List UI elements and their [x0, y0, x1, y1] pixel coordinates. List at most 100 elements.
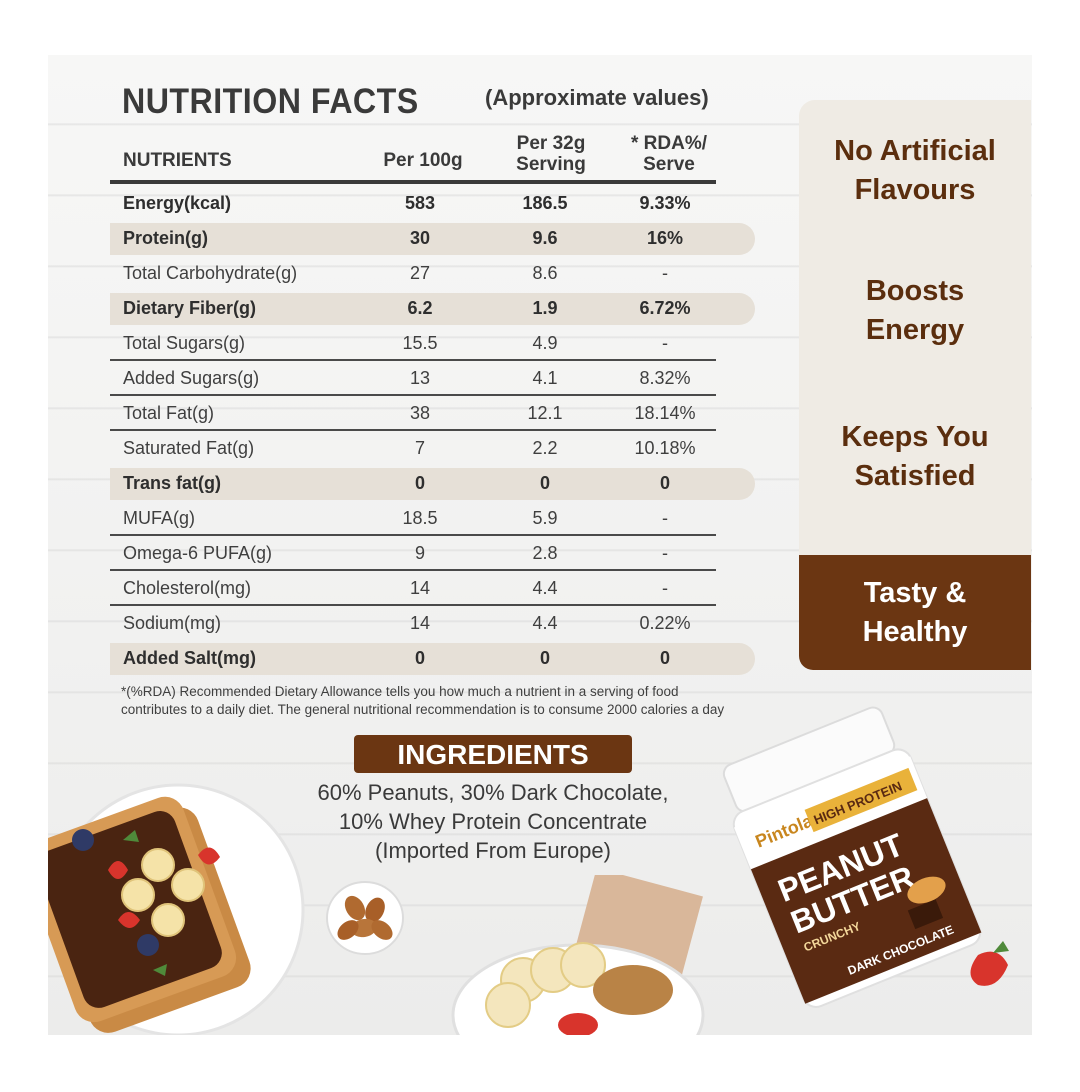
header-rule	[110, 180, 716, 184]
table-row: Added Sugars(g) 13 4.1 8.32%	[110, 360, 760, 396]
strawberry-leaf	[993, 941, 1009, 953]
blueberry	[72, 829, 94, 851]
row-name: Sodium(mg)	[123, 613, 222, 633]
table-row: Cholesterol(mg) 14 4.4 -	[110, 570, 760, 606]
row-name: Omega-6 PUFA(g)	[123, 543, 273, 563]
row-per100: 14	[409, 613, 431, 633]
row-serving: 4.1	[532, 368, 558, 388]
row-serving: 2.8	[532, 543, 558, 563]
table-row: Dietary Fiber(g) 6.2 1.9 6.72%	[110, 290, 760, 325]
almond	[337, 920, 359, 940]
row-rda: 18.14%	[634, 403, 696, 423]
row-per100: 0	[414, 648, 425, 668]
banana-slice	[151, 903, 185, 937]
row-serving: 12.1	[527, 403, 563, 423]
ingredients-list: 60% Peanuts, 30% Dark Chocolate, 10% Whe…	[268, 778, 718, 865]
row-name: Added Salt(mg)	[123, 648, 256, 668]
row-serving: 4.9	[532, 333, 558, 353]
chocolate-icon	[907, 899, 944, 930]
mint-leaf	[123, 830, 139, 842]
row-name: Added Sugars(g)	[123, 368, 260, 388]
row-serving: 186.5	[522, 193, 568, 213]
table-row: Added Salt(mg) 0 0 0	[110, 640, 760, 675]
row-serving: 8.6	[532, 263, 558, 283]
row-per100: 15.5	[402, 333, 438, 353]
feature-line: Keeps You	[841, 421, 989, 453]
granola	[593, 965, 673, 1015]
strawberry	[970, 951, 1008, 986]
table-row: Total Carbohydrate(g) 27 8.6 -	[110, 255, 760, 290]
granola-bowl-image	[451, 875, 705, 1035]
row-serving: 2.2	[532, 438, 558, 458]
row-name: Trans fat(g)	[123, 473, 222, 493]
banana-slice	[171, 868, 205, 902]
row-per100: 583	[404, 193, 436, 213]
banana-slice	[485, 982, 531, 1028]
feature-no-artificial-flavours: No Artificial Flavours	[799, 132, 1031, 210]
peanut-icon	[907, 876, 946, 904]
ingredients-banner: INGREDIENTS	[354, 735, 632, 773]
feature-line: Flavours	[854, 174, 976, 206]
table-row: Saturated Fat(g) 7 2.2 10.18%	[110, 430, 760, 465]
row-name: Dietary Fiber(g)	[123, 298, 257, 318]
row-rda: 0	[659, 648, 670, 668]
row-per100: 18.5	[402, 508, 438, 528]
row-serving: 0	[539, 473, 550, 493]
row-per100: 9	[414, 543, 425, 563]
row-rda: -	[662, 578, 668, 598]
row-name: Total Sugars(g)	[123, 333, 246, 353]
row-rda: 6.72%	[639, 298, 691, 318]
feature-line: Energy	[865, 314, 965, 346]
header-per-serving: Per 32g Serving	[516, 133, 586, 175]
header-nutrients: NUTRIENTS	[123, 150, 232, 171]
row-per100: 7	[414, 438, 425, 458]
row-name: Energy(kcal)	[123, 193, 232, 213]
row-rda: 10.18%	[634, 438, 696, 458]
footnote-line: *(%RDA) Recommended Dietary Allowance te…	[121, 684, 679, 699]
feature-boosts-energy: Boosts Energy	[799, 272, 1031, 350]
ingredients-line: 10% Whey Protein Concentrate	[338, 809, 648, 834]
row-rda: 0	[659, 473, 670, 493]
row-per100: 38	[409, 403, 431, 423]
table-row: Total Sugars(g) 15.5 4.9 -	[110, 325, 760, 361]
row-serving: 5.9	[532, 508, 558, 528]
header-rda: * RDA%/ Serve	[630, 133, 707, 175]
feature-line: No Artificial	[834, 135, 996, 167]
table-row: Sodium(mg) 14 4.4 0.22%	[110, 605, 760, 640]
row-name: Total Carbohydrate(g)	[123, 263, 298, 283]
ingredients-line: (Imported From Europe)	[375, 838, 611, 863]
table-row: Energy(kcal) 583 186.5 9.33%	[110, 185, 760, 220]
peanut-butter-jar-image: Pintola HIGH PROTEIN PEANUT BUTTER CRUNC…	[722, 706, 1009, 1008]
row-serving: 9.6	[532, 228, 558, 248]
feature-keeps-you-satisfied: Keeps You Satisfied	[799, 418, 1031, 496]
nutrition-panel: NUTRITION FACTS (Approximate values) NUT…	[48, 55, 1032, 1035]
almond	[344, 895, 366, 921]
table-row: Total Fat(g) 38 12.1 18.14%	[110, 395, 760, 431]
row-per100: 6.2	[407, 298, 433, 318]
table-row: Trans fat(g) 0 0 0	[110, 465, 760, 500]
strawberry	[108, 861, 128, 879]
banana-slice	[121, 878, 155, 912]
row-rda: -	[662, 333, 668, 353]
header-per-100g: Per 100g	[383, 150, 463, 171]
feature-line: Satisfied	[854, 460, 976, 492]
row-rda: 9.33%	[639, 193, 691, 213]
row-rda: 0.22%	[639, 613, 691, 633]
row-serving: 4.4	[532, 578, 558, 598]
table-row: Omega-6 PUFA(g) 9 2.8 -	[110, 535, 760, 571]
row-per100: 13	[409, 368, 431, 388]
row-rda: 8.32%	[639, 368, 691, 388]
row-serving: 1.9	[532, 298, 558, 318]
row-name: MUFA(g)	[123, 508, 195, 528]
feature-column: No Artificial Flavours Boosts Energy Kee…	[799, 100, 1031, 555]
row-name: Saturated Fat(g)	[123, 438, 255, 458]
feature-line: Healthy	[862, 615, 968, 648]
row-per100: 30	[409, 228, 431, 248]
blueberry	[137, 934, 159, 956]
approximate-note: (Approximate values)	[485, 85, 709, 110]
bowl-shape	[326, 881, 404, 955]
row-per100: 0	[414, 473, 425, 493]
row-name: Total Fat(g)	[123, 403, 215, 423]
jar-badge	[804, 767, 918, 833]
row-rda: -	[662, 508, 668, 528]
